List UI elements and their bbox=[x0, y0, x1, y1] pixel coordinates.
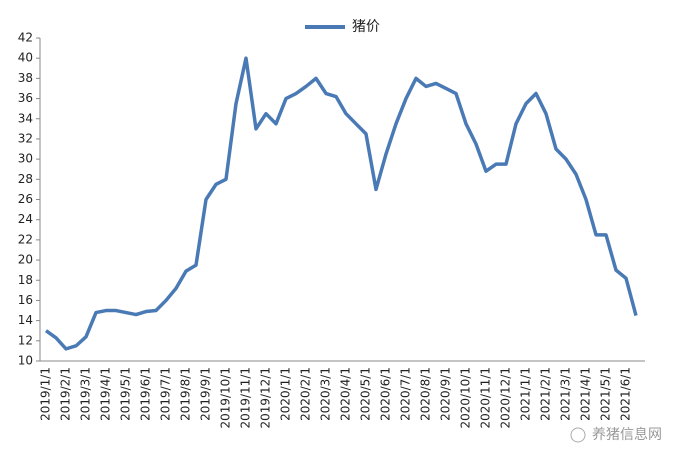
y-tick-label: 40 bbox=[18, 51, 33, 65]
y-tick-label: 38 bbox=[18, 71, 33, 85]
legend-label: 猪价 bbox=[352, 19, 380, 35]
x-tick-label: 2020/11/1 bbox=[479, 367, 493, 429]
y-tick-label: 16 bbox=[18, 293, 33, 307]
x-tick-label: 2020/12/1 bbox=[499, 367, 513, 429]
y-tick-label: 14 bbox=[18, 313, 33, 327]
x-tick-label: 2021/2/1 bbox=[539, 367, 553, 421]
x-tick-label: 2021/3/1 bbox=[559, 367, 573, 421]
line bbox=[44, 56, 638, 351]
x-tick-label: 2020/2/1 bbox=[299, 367, 313, 421]
y-tick-label: 36 bbox=[18, 91, 33, 105]
x-tick-label: 2020/7/1 bbox=[399, 367, 413, 421]
y-tick-label: 30 bbox=[18, 152, 33, 166]
x-tick-label: 2019/4/1 bbox=[99, 367, 113, 421]
x-tick-label: 2019/11/1 bbox=[239, 367, 253, 429]
y-tick-label: 12 bbox=[18, 333, 33, 347]
x-tick-label: 2019/5/1 bbox=[119, 367, 133, 421]
watermark-icon bbox=[570, 427, 586, 443]
y-tick-label: 10 bbox=[18, 354, 33, 368]
x-tick-label: 2019/12/1 bbox=[259, 367, 273, 429]
x-tick-label: 2019/10/1 bbox=[219, 367, 233, 429]
x-tick-label: 2019/2/1 bbox=[59, 367, 73, 421]
x-tick-label: 2020/8/1 bbox=[419, 367, 433, 421]
y-tick-label: 18 bbox=[18, 273, 33, 287]
x-tick-label: 2020/9/1 bbox=[439, 367, 453, 421]
x-tick-label: 2019/3/1 bbox=[79, 367, 93, 421]
y-tick-label: 42 bbox=[18, 31, 33, 45]
x-tick-label: 2021/1/1 bbox=[519, 367, 533, 421]
x-tick-label: 2020/6/1 bbox=[379, 367, 393, 421]
x-tick-label: 2020/1/1 bbox=[279, 367, 293, 421]
watermark: 养猪信息网 bbox=[592, 426, 662, 443]
y-tick-label: 26 bbox=[18, 192, 33, 206]
x-tick-label: 2020/4/1 bbox=[339, 367, 353, 421]
x-tick-label: 2021/6/1 bbox=[619, 367, 633, 421]
y-tick-label: 20 bbox=[18, 253, 33, 267]
x-tick-label: 2019/6/1 bbox=[139, 367, 153, 421]
x-tick-label: 2019/7/1 bbox=[159, 367, 173, 421]
x-tick-label: 2020/10/1 bbox=[459, 367, 473, 429]
y-tick-label: 34 bbox=[18, 111, 33, 125]
x-tick-label: 2019/1/1 bbox=[39, 367, 53, 421]
x-tick-label: 2019/9/1 bbox=[199, 367, 213, 421]
y-tick-label: 22 bbox=[18, 232, 33, 246]
x-tick-label: 2019/8/1 bbox=[179, 367, 193, 421]
y-tick-label: 28 bbox=[18, 172, 33, 186]
y-tick-label: 32 bbox=[18, 131, 33, 145]
x-tick-label: 2020/3/1 bbox=[319, 367, 333, 421]
y-tick-label: 24 bbox=[18, 212, 33, 226]
x-tick-label: 2021/5/1 bbox=[599, 367, 613, 421]
x-tick-label: 2020/5/1 bbox=[359, 367, 373, 421]
x-tick-label: 2021/4/1 bbox=[579, 367, 593, 421]
